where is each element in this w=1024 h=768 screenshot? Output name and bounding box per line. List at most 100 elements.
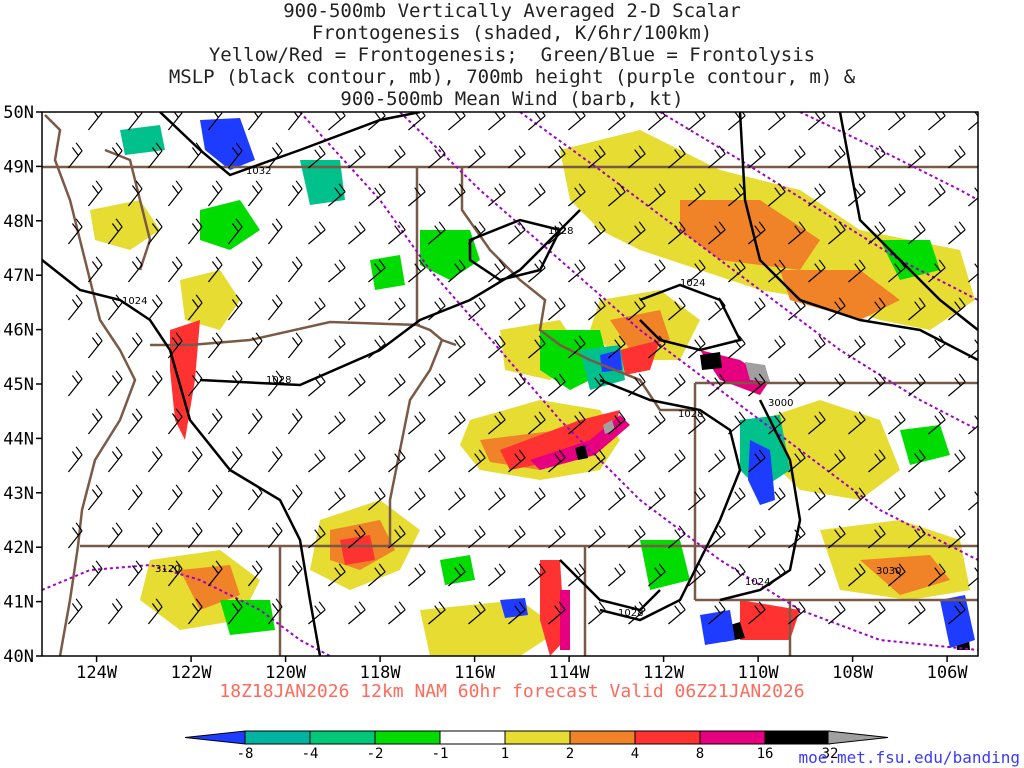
wind-barb — [187, 522, 203, 549]
frontolysis-area — [200, 118, 255, 170]
wind-barb — [67, 294, 83, 321]
wind-barb — [408, 259, 426, 283]
wind-barb — [668, 373, 686, 397]
title-block: 900-500mb Vertically Averaged 2-D Scalar… — [0, 0, 1024, 110]
wind-barb — [147, 294, 163, 321]
wind-barb — [608, 112, 626, 131]
wind-barb — [928, 335, 946, 359]
lon-tick-label: 112W — [643, 663, 685, 683]
wind-barb — [628, 373, 646, 397]
wind-barb — [167, 332, 183, 359]
wind-barb — [488, 335, 506, 359]
wind-barb — [267, 142, 283, 169]
wind-barb — [247, 484, 263, 511]
wind-barb — [688, 411, 706, 435]
wind-barb — [227, 598, 243, 625]
wind-barb — [227, 522, 243, 549]
wind-barb — [588, 449, 606, 473]
wind-barb — [628, 449, 646, 473]
wind-barb — [167, 112, 183, 131]
height-contour — [519, 112, 978, 431]
wind-barb — [388, 449, 406, 473]
lon-tick-label: 122W — [171, 663, 213, 683]
wind-barb — [107, 522, 123, 549]
wind-barb — [948, 449, 966, 473]
wind-barb — [287, 180, 303, 207]
wind-barb — [528, 335, 546, 359]
wind-barb — [368, 112, 386, 131]
wind-barb — [348, 145, 366, 169]
fronto-area — [500, 410, 620, 470]
wind-barb — [67, 142, 83, 169]
wind-barb — [308, 525, 326, 549]
wind-barb — [728, 563, 746, 587]
wind-barb — [848, 411, 866, 435]
wind-barb — [968, 112, 978, 131]
fronto-area — [700, 352, 722, 370]
wind-barb — [808, 411, 826, 435]
wind-barb — [167, 256, 183, 283]
wind-barb — [888, 563, 906, 587]
wind-barb — [267, 218, 283, 245]
wind-barb — [648, 411, 666, 435]
wind-barb — [247, 560, 263, 587]
wind-barb — [748, 601, 766, 625]
colorbar-label: 4 — [631, 746, 639, 762]
wind-barb — [488, 563, 506, 587]
contour-labels: 1032 1028 1024 1024 1028 1028 1028 1024 … — [122, 166, 901, 619]
wind-barb — [788, 449, 806, 473]
wind-barb — [588, 297, 606, 321]
wind-barb — [508, 525, 526, 549]
mslp-contour — [199, 209, 581, 387]
frontolysis-area — [440, 555, 475, 585]
wind-barb — [207, 332, 223, 359]
wind-barb — [708, 525, 726, 549]
wind-barb — [348, 601, 366, 625]
wind-barb — [488, 183, 506, 207]
wind-barb — [828, 449, 846, 473]
wind-barb — [187, 370, 203, 397]
mslp-contour — [719, 399, 802, 602]
wind-barb — [408, 487, 426, 511]
wind-barb — [728, 183, 746, 207]
wind-barb — [528, 487, 546, 511]
source-credit[interactable]: moe.met.fsu.edu/banding — [798, 748, 1020, 767]
wind-barb — [708, 601, 726, 625]
wind-barb — [187, 218, 203, 245]
wind-barb — [928, 563, 946, 587]
wind-barb — [308, 221, 326, 245]
wind-barb — [408, 563, 426, 587]
idaho-montana-border — [415, 167, 457, 347]
mslp-contour — [468, 218, 562, 282]
wind-barb — [548, 525, 566, 549]
wind-barb — [167, 180, 183, 207]
height-contour — [659, 112, 978, 301]
wind-barb — [588, 221, 606, 245]
wind-barb — [87, 332, 103, 359]
fronto-area — [745, 362, 770, 382]
colorbar-swatch — [699, 730, 766, 745]
wind-barb — [508, 601, 526, 625]
wind-barb — [368, 411, 386, 435]
wind-barb — [588, 601, 606, 625]
wind-barb — [368, 487, 386, 511]
colorbar: -8 -4 -2 -1 1 2 4 8 16 32 — [184, 730, 889, 762]
wind-barb — [328, 335, 346, 359]
wind-barb — [287, 256, 303, 283]
wind-barb — [287, 332, 303, 359]
wind-barb — [348, 449, 366, 473]
wind-barb — [147, 446, 163, 473]
wind-barb — [848, 112, 866, 131]
wind-barb — [167, 560, 183, 587]
wind-barb — [368, 335, 386, 359]
mslp-contour — [738, 112, 978, 362]
wind-barb — [508, 145, 526, 169]
wind-barb — [788, 601, 806, 625]
wind-barb — [848, 335, 866, 359]
wind-barb — [608, 563, 626, 587]
wind-barb — [187, 142, 203, 169]
wind-barb — [308, 373, 326, 397]
frontolysis-area — [200, 200, 260, 250]
wind-barb — [828, 601, 846, 625]
lat-tick-label: 48N — [3, 212, 34, 232]
